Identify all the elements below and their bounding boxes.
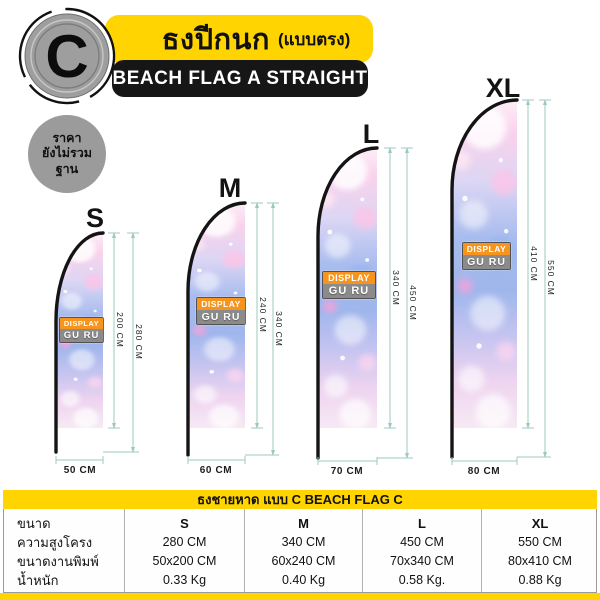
bottom-accent-strip [0,593,600,600]
flag-xl-base-width: 80 CM [468,466,500,477]
flag-m-dimensions [187,202,279,464]
flag-m: M 240 CM 340 CM 60 CM [186,173,284,476]
display-guru-logo-bottom: GU RU [197,310,245,324]
flags-diagram: S 200 CM 280 CM 50 CM M [54,73,556,477]
flag-l-base-width: 70 CM [331,466,363,477]
display-guru-logo-top: DISPLAY [60,318,103,329]
flag-l-size-label: L [363,119,380,149]
spec-table-grid: ขนาด ความสูงโครง ขนาดงานพิมพ์ น้ำหนัก S … [3,509,597,593]
spec-xl-frame-height: 550 CM [518,535,562,549]
spec-s-print-size: 50x200 CM [152,554,217,568]
row-label-print-size: ขนาดงานพิมพ์ [17,554,99,569]
display-guru-logo-top: DISPLAY [323,272,375,284]
display-guru-logo-bottom: GU RU [463,255,510,269]
flag-xl-dimensions [451,99,551,465]
page-title-english: BEACH FLAG A STRAIGHT [112,67,368,89]
spec-m-weight: 0.40 Kg [281,573,326,587]
spec-column-l: L 450 CM 70x340 CM 0.58 Kg. [362,509,481,592]
flag-s: S 200 CM 280 CM 50 CM [54,203,144,476]
display-guru-logo-top: DISPLAY [197,298,245,310]
flag-m-panel-height: 240 CM [258,297,268,333]
spec-column-s: S 280 CM 50x200 CM 0.33 Kg [124,509,244,592]
flag-xl-size-label: XL [486,73,521,103]
spec-row-labels: ขนาด ความสูงโครง ขนาดงานพิมพ์ น้ำหนัก [4,509,124,592]
row-label-size: ขนาด [17,516,51,531]
flag-l-total-height: 450 CM [408,285,418,321]
spec-m-frame-height: 340 CM [281,535,326,549]
flag-s-total-height: 280 CM [134,324,144,360]
display-guru-logo: DISPLAY GU RU [196,297,246,325]
display-guru-logo: DISPLAY GU RU [462,242,511,270]
flag-m-base-width: 60 CM [200,465,232,476]
spec-xl-print-size: 80x410 CM [508,554,572,568]
row-label-weight: น้ำหนัก [17,573,59,588]
logo-letter: C [45,23,88,90]
header-subtitle-banner: BEACH FLAG A STRAIGHT [112,60,368,97]
brand-c-logo: C [18,7,116,105]
page-title-thai-note: (แบบตรง) [277,29,351,49]
spec-l-print-size: 70x340 CM [390,554,454,568]
flag-xl: XL 410 CM 550 CM 80 CM [450,73,556,477]
spec-xl-weight: 0.88 Kg [518,573,562,587]
flag-m-total-height: 340 CM [274,311,284,347]
display-guru-logo: DISPLAY GU RU [322,271,376,299]
flag-s-base-width: 50 CM [64,465,96,476]
display-guru-logo-bottom: GU RU [323,284,375,298]
flag-xl-pole [450,98,519,459]
flag-xl-total-height: 550 CM [546,260,556,296]
spec-m-size: M [298,516,309,531]
price-note-badge: ราคา ยังไม่รวม ฐาน [28,115,106,193]
spec-xl-size: XL [531,516,549,531]
flag-m-size-label: M [219,173,242,203]
spec-l-size: L [418,516,426,531]
spec-column-xl: XL 550 CM 80x410 CM 0.88 Kg [481,509,598,592]
logo-ring-dark [34,23,100,89]
flag-m-pole [186,201,247,457]
logo-ring-light [30,19,104,93]
flag-l-panel-height: 340 CM [391,270,401,306]
row-label-frame-height: ความสูงโครง [17,535,93,550]
spec-column-m: M 340 CM 60x240 CM 0.40 Kg [244,509,362,592]
display-guru-logo-bottom: GU RU [60,329,103,342]
display-guru-logo-top: DISPLAY [463,243,510,255]
flag-l-dimensions [317,147,413,465]
display-guru-logo: DISPLAY GU RU [59,317,104,343]
flag-s-pole [54,231,105,454]
spec-s-size: S [180,516,189,531]
flag-s-dimensions [55,232,139,464]
flag-l: L 340 CM 450 CM 70 CM [316,119,418,477]
page-title-thai: ธงปีกนก [161,24,270,56]
spec-table-title: ธงชายหาด แบบ C BEACH FLAG C [3,490,597,509]
spec-l-weight: 0.58 Kg. [398,573,446,587]
flag-s-panel-height: 200 CM [115,312,125,348]
spec-s-frame-height: 280 CM [162,535,207,549]
badge-line-1: ราคา [52,131,82,146]
logo-disc [24,13,110,99]
flag-l-pole [316,146,379,460]
header-title-banner: ธงปีกนก (แบบตรง) [105,15,373,63]
flag-s-size-label: S [86,203,104,233]
spec-table: ธงชายหาด แบบ C BEACH FLAG C ขนาด ความสูง… [3,490,597,593]
badge-line-2: ยังไม่รวม [42,146,92,161]
spec-l-frame-height: 450 CM [400,535,444,549]
flag-xl-panel-height: 410 CM [529,246,539,282]
spec-m-print-size: 60x240 CM [271,554,336,568]
badge-line-3: ฐาน [55,161,79,176]
spec-s-weight: 0.33 Kg [162,573,207,587]
